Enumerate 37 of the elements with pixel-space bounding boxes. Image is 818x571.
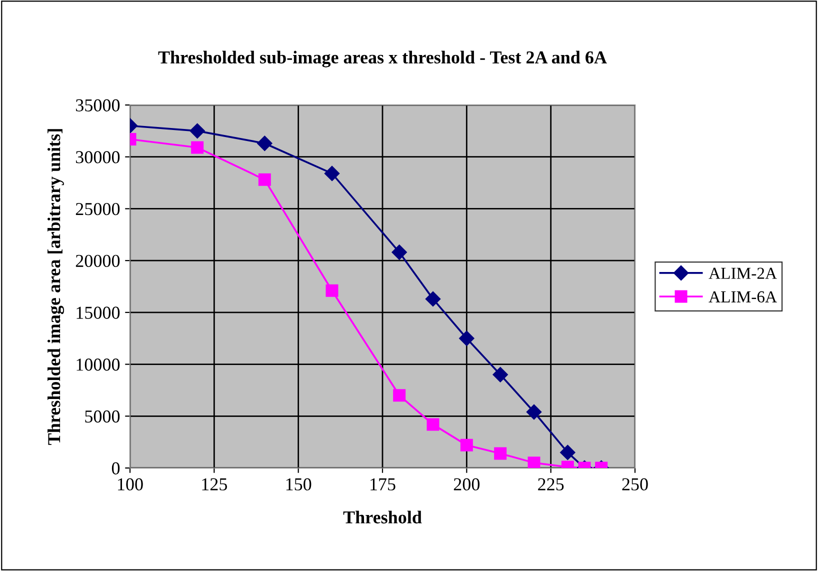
x-axis-title: Threshold	[343, 510, 422, 524]
point	[324, 166, 340, 182]
point	[560, 444, 576, 460]
x-tick-label: 100	[118, 478, 143, 490]
y-tick-label: 25000	[76, 202, 120, 216]
legend-label: ALIM-2A	[708, 268, 777, 279]
point	[459, 330, 474, 346]
point	[258, 173, 271, 186]
x-tick-label: 150	[286, 478, 312, 490]
point	[426, 418, 440, 431]
y-tick-label: 5000	[85, 410, 120, 423]
y-axis-title: Thresholded image area [arbitrary units]	[48, 129, 64, 445]
point	[425, 291, 441, 307]
x-tick-label: 225	[538, 478, 564, 490]
point	[526, 404, 542, 420]
x-tick-label: 200	[454, 478, 480, 490]
legend-label: ALIM-6A	[708, 291, 777, 302]
point	[257, 136, 272, 151]
point	[492, 367, 508, 382]
point	[460, 438, 473, 452]
x-tick-label: 175	[370, 478, 396, 490]
x-tick-label: 125	[202, 478, 228, 490]
point	[393, 389, 406, 402]
y-tick-label: 35000	[76, 99, 120, 112]
y-tick-label: 20000	[76, 254, 120, 268]
point	[392, 244, 407, 260]
point	[528, 456, 540, 468]
y-tick-label: 15000	[76, 306, 120, 319]
point	[191, 141, 204, 154]
point	[190, 123, 205, 138]
x-tick-label: 250	[622, 478, 648, 490]
point	[494, 447, 507, 460]
point	[326, 284, 338, 297]
y-tick-label: 0	[112, 462, 120, 474]
y-tick-label: 10000	[76, 358, 120, 371]
chart-title: Thresholded sub-image areas x threshold - Test 2A and 6A	[158, 50, 607, 68]
y-tick-label: 30000	[76, 151, 120, 164]
